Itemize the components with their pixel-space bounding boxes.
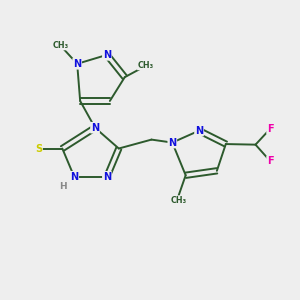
Text: N: N [73, 59, 81, 69]
Text: N: N [103, 50, 111, 60]
Text: CH₃: CH₃ [53, 41, 69, 50]
Text: F: F [267, 156, 274, 166]
Text: N: N [70, 172, 78, 182]
Text: H: H [59, 182, 67, 191]
Text: N: N [91, 123, 99, 133]
Text: N: N [168, 138, 176, 148]
Text: N: N [103, 172, 111, 182]
Text: CH₃: CH₃ [170, 196, 186, 205]
Text: N: N [195, 126, 203, 136]
Text: S: S [35, 143, 42, 154]
Text: F: F [267, 124, 274, 134]
Text: CH₃: CH₃ [137, 61, 154, 70]
